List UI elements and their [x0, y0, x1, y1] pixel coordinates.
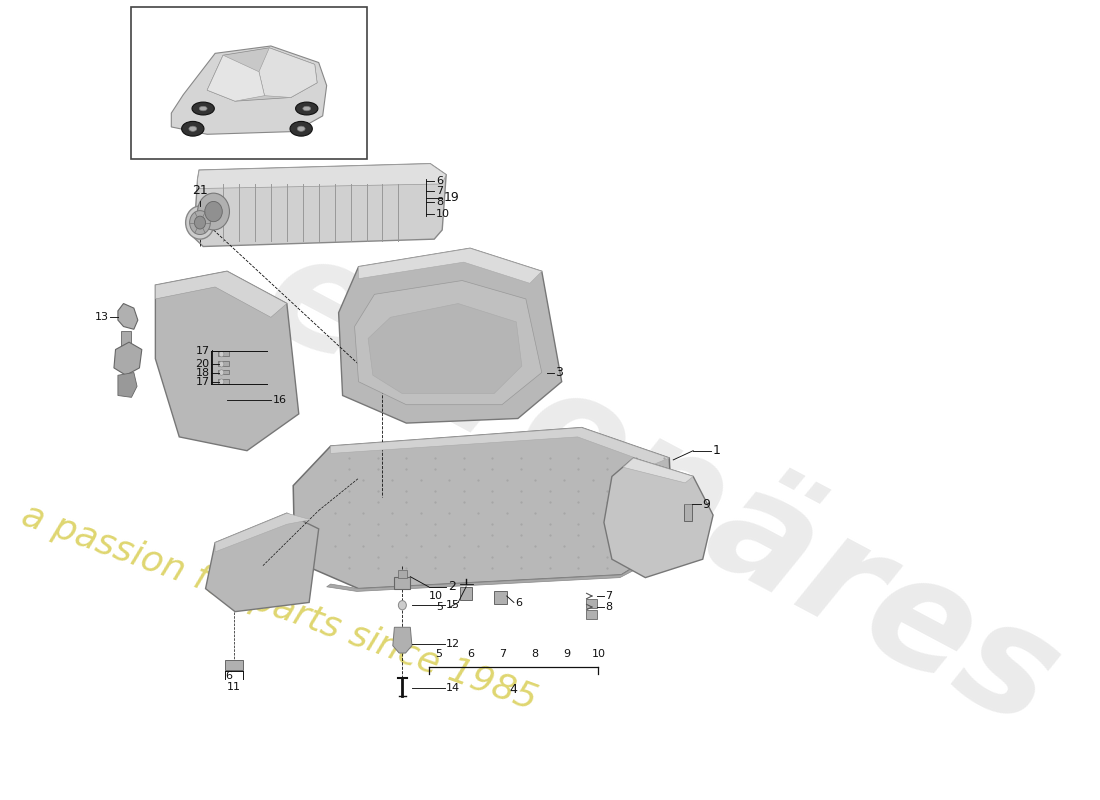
Polygon shape [194, 164, 447, 246]
Bar [683, 504, 692, 521]
Text: 18: 18 [196, 367, 209, 378]
Polygon shape [155, 271, 287, 318]
Text: 8: 8 [531, 650, 538, 659]
Bar [218, 370, 229, 374]
Polygon shape [623, 458, 693, 483]
Polygon shape [354, 281, 542, 405]
Circle shape [219, 362, 224, 367]
Text: 1: 1 [713, 444, 721, 457]
Text: 8: 8 [436, 198, 443, 207]
Ellipse shape [302, 106, 310, 110]
Ellipse shape [182, 122, 204, 136]
Text: 14: 14 [447, 683, 460, 693]
Ellipse shape [199, 106, 207, 110]
Text: 21: 21 [192, 184, 208, 197]
Bar [226, 660, 243, 670]
Polygon shape [604, 458, 713, 578]
Text: 5: 5 [436, 650, 442, 659]
Polygon shape [207, 48, 317, 101]
Polygon shape [294, 428, 673, 589]
Text: 16: 16 [273, 395, 286, 405]
Text: 6: 6 [436, 176, 443, 186]
Ellipse shape [192, 102, 215, 115]
Polygon shape [258, 48, 317, 98]
Bar [132, 7, 366, 159]
Text: 19: 19 [443, 191, 460, 204]
Circle shape [398, 601, 406, 610]
Polygon shape [331, 428, 669, 465]
Text: 12: 12 [447, 639, 460, 649]
Text: 15: 15 [447, 600, 460, 610]
Polygon shape [327, 542, 673, 591]
Text: 13: 13 [95, 312, 109, 322]
Text: 17: 17 [196, 346, 209, 356]
Ellipse shape [189, 126, 197, 131]
Polygon shape [216, 514, 310, 552]
Text: 7: 7 [605, 591, 613, 601]
Bar [494, 591, 507, 604]
Ellipse shape [290, 122, 312, 136]
Circle shape [186, 206, 214, 239]
Polygon shape [359, 248, 542, 283]
Bar [218, 379, 229, 383]
Bar [460, 587, 473, 600]
Text: 10: 10 [436, 210, 450, 219]
Circle shape [198, 193, 230, 230]
Text: 17: 17 [196, 377, 209, 386]
Bar [585, 598, 597, 608]
Text: 9: 9 [703, 498, 711, 510]
Bar [585, 610, 597, 619]
Polygon shape [368, 303, 521, 394]
Bar [218, 362, 229, 366]
Circle shape [189, 210, 210, 234]
Text: 4: 4 [509, 683, 517, 696]
Text: 3: 3 [556, 366, 563, 379]
Circle shape [219, 351, 224, 357]
Text: 20: 20 [196, 359, 209, 370]
Text: 6: 6 [226, 671, 232, 682]
Circle shape [205, 202, 222, 222]
Text: 10: 10 [592, 650, 605, 659]
Ellipse shape [296, 102, 318, 115]
Text: 6: 6 [468, 650, 474, 659]
Text: 8: 8 [605, 602, 613, 612]
Polygon shape [207, 55, 264, 101]
Polygon shape [114, 342, 142, 375]
Text: a passion for parts since 1985: a passion for parts since 1985 [16, 498, 541, 716]
Text: 9: 9 [563, 650, 570, 659]
Text: 10: 10 [429, 591, 443, 601]
Polygon shape [198, 164, 447, 189]
Circle shape [195, 216, 206, 229]
Polygon shape [172, 46, 327, 134]
Polygon shape [155, 271, 299, 450]
Text: 7: 7 [499, 650, 506, 659]
Polygon shape [118, 303, 138, 330]
Text: 11: 11 [228, 682, 241, 693]
Polygon shape [393, 627, 411, 653]
Circle shape [219, 379, 224, 385]
Text: europäres: europäres [239, 215, 1082, 759]
Text: 7: 7 [436, 186, 443, 196]
Polygon shape [339, 248, 562, 423]
Circle shape [219, 370, 224, 375]
Ellipse shape [297, 126, 305, 131]
Bar [121, 331, 131, 346]
Bar [395, 577, 410, 589]
Text: 2: 2 [448, 580, 455, 594]
Polygon shape [118, 373, 138, 398]
Text: 6: 6 [516, 598, 522, 608]
Bar [218, 351, 229, 356]
Bar [397, 570, 407, 578]
Text: 5: 5 [436, 602, 443, 612]
Polygon shape [206, 514, 319, 612]
